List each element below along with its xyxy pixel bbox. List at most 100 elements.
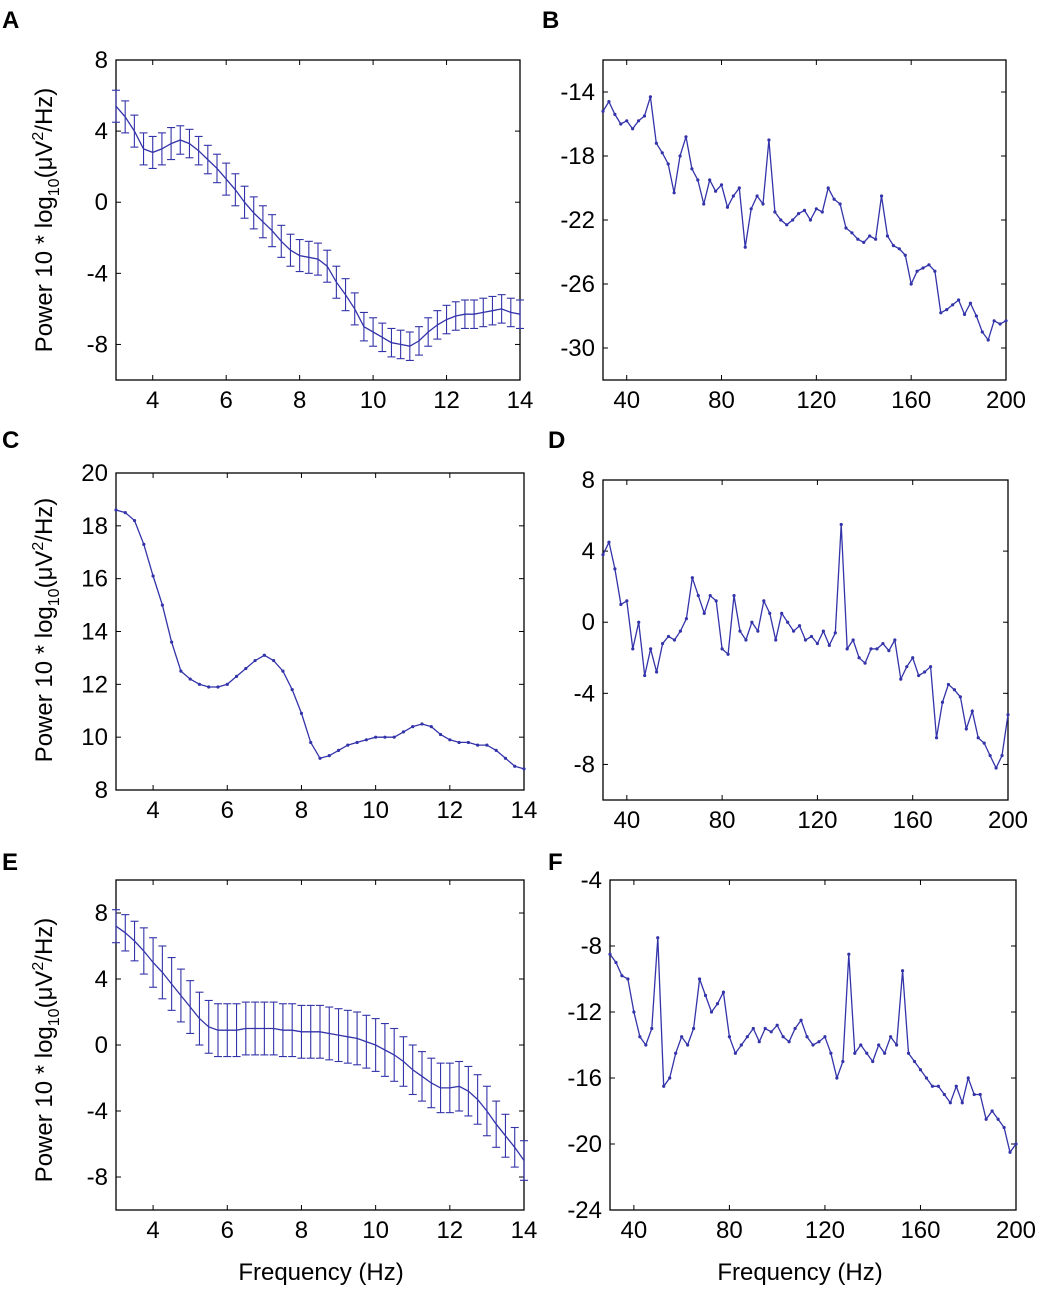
data-point-f [668,1076,672,1080]
data-point-b [761,202,765,206]
data-point-f [709,1010,714,1014]
data-point-b [737,186,741,190]
data-point-b [868,234,872,238]
data-point-c [281,669,285,673]
data-point-b [660,151,664,155]
panel-letter-f: F [548,849,563,876]
data-point-f [656,936,660,940]
data-point-c [151,574,155,578]
data-point-f [751,1026,755,1031]
data-point-d [809,634,814,639]
data-point-b [808,218,813,222]
data-point-c [318,756,322,760]
data-point-f [966,1076,970,1080]
data-point-d [684,617,688,621]
data-point-d [637,620,641,624]
x-tick-label-c: 12 [436,797,463,824]
data-point-f [972,1092,976,1097]
data-point-f [829,1051,833,1055]
x-axis-label-e: Frequency (Hz) [238,1259,403,1286]
data-point-c [374,735,378,739]
y-axis-label-c: Power 10 * log10(μV2/Hz) [30,498,63,763]
data-point-b [921,266,925,270]
x-tick-label-e: 12 [436,1217,463,1244]
data-point-f [894,1043,899,1047]
data-point-d [774,638,778,642]
data-point-b [844,226,848,230]
y-tick-label-a: -8 [87,331,108,358]
y-axis-label-e: Power 10 * log10(μV2/Hz) [30,918,63,1183]
data-point-d [827,643,831,647]
data-point-d [833,631,837,635]
data-point-d [893,638,897,642]
data-point-f [650,1026,654,1031]
data-point-c [160,603,164,607]
data-point-c [448,738,452,742]
data-point-c [114,508,118,512]
data-point-f [883,1051,887,1055]
data-point-b [636,119,641,123]
data-point-c [225,682,229,686]
data-point-b [714,189,718,193]
data-point-f [990,1109,994,1113]
x-tick-label-e: 6 [221,1217,234,1244]
plot-frame-f [609,879,1017,1211]
y-tick-label-c: 14 [81,619,108,646]
data-point-b [749,207,753,211]
data-point-b [939,311,943,315]
y-tick-label-b: -14 [560,79,595,106]
data-point-f [930,1084,935,1088]
data-point-b [672,191,676,195]
x-tick-label-e: 4 [146,1217,159,1244]
data-point-c [466,740,470,745]
data-point-c [401,730,406,734]
y-tick-label-d: 4 [582,538,595,565]
data-point-c [457,740,461,745]
data-point-f [638,1035,642,1039]
data-point-d [750,620,754,624]
data-point-b [909,282,913,286]
data-point-f [1014,1142,1018,1146]
data-point-c [503,756,508,760]
data-point-c [262,653,266,657]
data-point-c [207,685,211,689]
data-point-c [476,743,480,747]
data-point-c [142,542,146,546]
y-tick-label-d: -4 [574,680,595,707]
data-point-b [933,269,937,273]
data-point-f [835,1076,839,1080]
data-point-d [672,638,677,642]
data-point-c [299,711,304,715]
data-point-d [887,649,891,653]
data-point-b [945,308,949,312]
x-tick-label-a: 14 [507,387,534,414]
data-point-b [773,210,777,214]
data-point-f [715,1002,720,1006]
data-point-d [631,647,635,651]
x-tick-label-b: 120 [796,387,836,414]
x-tick-label-a: 8 [293,387,306,414]
panel-letter-d: D [548,427,565,454]
data-point-f [805,1035,809,1039]
data-point-f [686,1043,690,1047]
data-point-f [691,1026,696,1031]
data-point-b [690,167,694,171]
plot-frame-d [602,479,1009,801]
panel-b: B 40 80 120 160 200 -14 -18 -22 -26 -30 [542,7,1026,414]
data-point-d [696,593,700,598]
data-point-f [721,990,726,994]
data-point-b [702,202,706,206]
data-point-d [976,736,980,740]
data-point-c [336,748,341,752]
data-point-d [905,665,909,669]
data-point-f [727,1035,732,1039]
y-tick-label-a: 8 [95,47,108,74]
data-point-c [253,658,257,663]
data-point-f [823,1035,827,1039]
data-point-d [803,638,808,642]
data-point-d [934,736,939,740]
data-point-b [968,301,973,305]
data-point-d [928,665,933,669]
data-point-d [1006,713,1010,717]
